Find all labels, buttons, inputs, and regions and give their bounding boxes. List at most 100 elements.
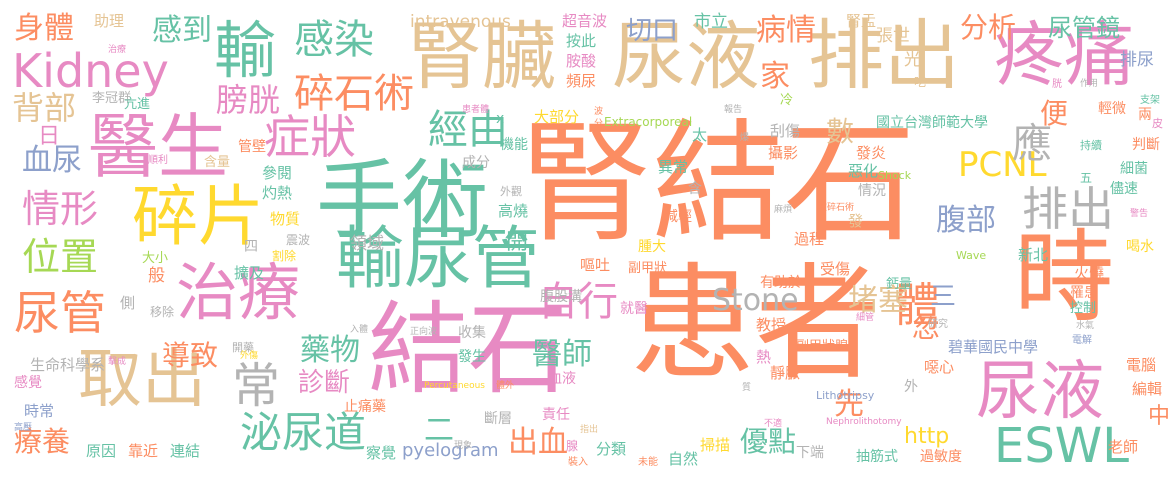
word-calcium: 鈣量: [886, 277, 913, 292]
word-asap: 儘速: [1110, 181, 1138, 197]
word-content: 含量: [204, 155, 231, 170]
word-swelling: 腫大: [638, 239, 666, 255]
word-fire-burn: 火燒: [1074, 264, 1105, 282]
word-inflammation: 發炎: [856, 144, 887, 162]
word-contain: 含: [688, 181, 702, 197]
word-life-science: 生命科學系: [30, 356, 106, 374]
word-explode: 爆: [740, 133, 750, 143]
word-position: 位置: [22, 235, 99, 279]
word-wave-char: 波: [594, 107, 604, 117]
word-x: x: [496, 111, 505, 127]
word-new-taipei: 新北: [1018, 246, 1049, 264]
word-physical-body: 身體: [14, 11, 74, 46]
word-vein: 靜脈: [770, 364, 801, 382]
word-via: 經由: [428, 107, 508, 153]
word-positive-wave: 正向波: [410, 327, 438, 337]
word-convenient: 便: [1040, 97, 1069, 130]
word-shatter: 擊成: [108, 357, 127, 367]
word-number: 數: [826, 115, 855, 148]
word-groin: 腹股溝: [540, 289, 582, 305]
word-reason: 原因: [86, 442, 117, 460]
word-majority: 大部分: [534, 108, 580, 126]
word-urine-2: 尿液: [976, 355, 1104, 429]
word-nausea: 噁心: [924, 358, 955, 376]
word-point-out: 指出: [580, 425, 599, 435]
word-effect: 作用: [1080, 79, 1099, 89]
word-blood: 血液: [548, 371, 576, 387]
word-shock: Shock: [878, 169, 912, 182]
word-situation: 情形: [22, 187, 99, 231]
word-open: 開: [506, 230, 529, 255]
word-urination: 排尿: [1120, 50, 1154, 70]
word-burning: 灼熱: [262, 184, 293, 202]
word-kind: 般: [148, 266, 165, 286]
word-should: 應: [1012, 121, 1052, 167]
word-helpful: 有助於: [760, 275, 802, 291]
word-home: 家: [760, 59, 790, 94]
word-doctor: 醫生: [88, 106, 228, 188]
word-sensation: 感覺: [14, 375, 42, 391]
word-part: 分: [594, 119, 604, 129]
word-size: 大小: [142, 251, 169, 266]
word-discomfort: 不適: [764, 419, 783, 429]
word-trauma: 外傷: [240, 351, 259, 361]
word-cause: 導致: [162, 339, 219, 372]
word-light: 光: [904, 50, 921, 70]
word-continue: 持續: [1080, 139, 1102, 152]
word-recuperate: 療養: [14, 425, 71, 458]
word-classification: 分類: [596, 440, 627, 458]
word-symptoms: 症狀: [264, 110, 356, 164]
word-vomit: 嘔吐: [580, 256, 611, 274]
word-frequent-urination: 頻尿: [566, 72, 597, 90]
word-two: 二: [424, 413, 454, 448]
word-ureter: 輸尿管: [336, 220, 541, 299]
word-cramp: 抽筋式: [856, 449, 898, 465]
word-stent: 支架: [1140, 95, 1160, 106]
word-scratch: 刮傷: [770, 122, 801, 140]
word-unable: 未能: [638, 457, 658, 468]
word-judge: 判斷: [1132, 137, 1160, 153]
word-two-2: 兩: [1138, 107, 1152, 123]
word-drink-water: 喝水: [1126, 239, 1154, 255]
word-excise: 割除: [272, 249, 297, 263]
word-amino-acid: 胺酸: [566, 52, 597, 70]
word-substance: 物質: [270, 210, 301, 228]
word-intravenous: intravenous: [410, 12, 511, 32]
word-outside: 外: [904, 379, 918, 395]
word-slight: 輕微: [1098, 101, 1126, 117]
word-responsibility: 責任: [542, 407, 570, 423]
word-install: 裝入: [568, 457, 588, 468]
word-frequently: 時常: [24, 402, 55, 420]
word-detect: 察覺: [366, 444, 397, 462]
word-discharge: 排出: [808, 11, 960, 100]
word-tomography: 斷層: [484, 411, 512, 427]
word-pain: 疼痛: [994, 14, 1134, 96]
word-natural: 自然: [668, 450, 699, 468]
word-injured: 受傷: [820, 260, 851, 278]
word-condition: 病情: [756, 13, 816, 48]
word-zhang: 張世: [876, 26, 910, 46]
word-component: 成分: [462, 155, 490, 171]
word-ultrasound: 超音波: [562, 12, 608, 30]
word-relieve: 減輕: [664, 209, 692, 225]
word-nephrolithotomy: Nephrolithotomy: [826, 417, 902, 427]
word-incision: 切口: [626, 16, 679, 46]
word-parathyroid-gland: 副甲狀腺: [796, 339, 849, 354]
word-urine: 尿液: [612, 14, 760, 100]
word-ureteroscope: 尿管鏡: [1048, 14, 1120, 42]
word-five: 五: [1080, 171, 1093, 185]
word-heat: 熱: [756, 348, 772, 366]
word-eswl-chinese: 波碎石術: [818, 203, 855, 213]
word-sudden: 忽: [912, 311, 941, 344]
word-warning: 警告: [1130, 209, 1149, 219]
word-suffer: 罹患: [1070, 285, 1098, 301]
word-often: 常: [232, 358, 281, 414]
word-scan: 掃描: [700, 436, 731, 454]
word-bacteria: 細菌: [1120, 161, 1148, 177]
word-four: 四: [244, 239, 258, 255]
word-high-pressure: 高壓: [14, 423, 33, 433]
word-external: 體外: [496, 381, 515, 391]
word-transport: 輸: [214, 14, 277, 87]
word-computer: 電腦: [1126, 356, 1157, 374]
word-painkiller: 止痛藥: [344, 399, 386, 415]
